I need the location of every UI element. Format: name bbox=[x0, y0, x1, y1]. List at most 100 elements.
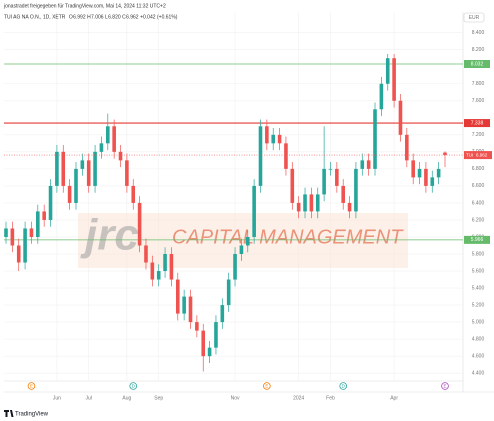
x-tick-label: Feb bbox=[326, 395, 335, 401]
candle-body bbox=[290, 168, 295, 203]
last-price-box bbox=[464, 151, 492, 160]
y-tick-label: 7.800 bbox=[472, 81, 485, 87]
candle-body bbox=[195, 322, 199, 331]
candle-body bbox=[277, 134, 282, 144]
candle-body bbox=[169, 254, 174, 280]
watermark-text: CAPITAL MANAGEMENT bbox=[172, 226, 404, 248]
y-tick-label: 8.200 bbox=[472, 47, 485, 53]
currency[interactable]: EUR bbox=[469, 15, 480, 21]
event-label: E bbox=[265, 383, 268, 388]
y-tick-label: 6.600 bbox=[472, 183, 485, 189]
candle-body bbox=[258, 126, 263, 186]
candle-body bbox=[417, 168, 422, 178]
candle-body bbox=[86, 160, 91, 186]
candle-body bbox=[373, 109, 377, 169]
change: +0.042 bbox=[140, 14, 156, 20]
last-price: 6.962 bbox=[476, 152, 488, 157]
candle-body bbox=[93, 151, 97, 186]
level-label-box bbox=[464, 235, 490, 244]
candle-body bbox=[144, 245, 148, 263]
candle-body bbox=[4, 228, 8, 237]
series-title: TUI AG NA O.N., 1D, XETR bbox=[4, 14, 66, 20]
candle-body bbox=[220, 305, 225, 323]
change-pct: (+0.61%) bbox=[157, 14, 178, 20]
candle-body bbox=[175, 279, 180, 314]
candle-body bbox=[131, 185, 136, 203]
candle-body bbox=[252, 185, 256, 237]
candle-body bbox=[366, 160, 371, 169]
candle-body bbox=[405, 134, 409, 161]
candle-body bbox=[188, 296, 193, 323]
candle-body bbox=[226, 279, 231, 306]
candle-body bbox=[48, 185, 53, 220]
y-tick-label: 4.600 bbox=[472, 353, 485, 359]
candle-body bbox=[80, 160, 85, 169]
candle-body bbox=[156, 271, 161, 280]
x-tick-label: Nov bbox=[231, 395, 240, 401]
candle-body bbox=[112, 126, 116, 152]
watermark-logo: jrc bbox=[80, 211, 139, 260]
event-label: D bbox=[342, 383, 346, 388]
candle-body bbox=[239, 245, 244, 255]
candle-body bbox=[436, 168, 441, 178]
candle-body bbox=[42, 211, 46, 220]
event-label: E bbox=[30, 383, 33, 388]
candle-body bbox=[16, 245, 21, 263]
y-tick-label: 6.200 bbox=[472, 217, 485, 223]
candle-body bbox=[105, 126, 110, 144]
candle-body bbox=[99, 143, 104, 152]
event-label: D bbox=[132, 383, 136, 388]
x-tick-label: Aug bbox=[122, 395, 131, 401]
event-icon bbox=[27, 382, 36, 390]
candle-body bbox=[309, 194, 314, 212]
candle-body bbox=[29, 228, 34, 237]
y-tick-label: 6.800 bbox=[472, 166, 485, 172]
watermark-band bbox=[78, 213, 408, 268]
ohlc-value: 7.006 bbox=[91, 14, 104, 20]
candle-body bbox=[411, 160, 415, 178]
x-tick-label: Jul bbox=[86, 395, 92, 401]
y-tick-label: 7.200 bbox=[472, 132, 485, 138]
currency-button[interactable] bbox=[463, 12, 485, 23]
candles bbox=[4, 53, 447, 372]
level-label-box bbox=[464, 119, 490, 128]
candle-body bbox=[214, 322, 218, 348]
candle-body bbox=[233, 254, 237, 280]
level-label: 7.338 bbox=[471, 120, 484, 126]
ohlc-key: H bbox=[87, 14, 91, 20]
candle-body bbox=[443, 152, 447, 156]
level-label: 5.966 bbox=[471, 237, 484, 243]
candle-body bbox=[328, 168, 333, 170]
candle-body bbox=[245, 236, 250, 246]
brand-logo bbox=[4, 410, 14, 417]
candle-body bbox=[150, 262, 155, 280]
ohlc-value: 6.962 bbox=[126, 14, 139, 20]
shared-by: jonastradet freigegeben für TradingView.… bbox=[3, 3, 166, 9]
candle-body bbox=[182, 296, 186, 314]
x-tick-label: Sep bbox=[154, 395, 163, 401]
y-tick-label: 4.800 bbox=[472, 336, 485, 342]
candle-body bbox=[67, 185, 72, 203]
event-icon bbox=[263, 382, 271, 390]
ohlc-key: O bbox=[69, 14, 73, 20]
candle-body bbox=[284, 143, 288, 169]
x-tick-label: Apr bbox=[390, 395, 398, 401]
candle-body bbox=[118, 151, 123, 161]
candle-body bbox=[55, 151, 59, 186]
y-tick-label: 5.600 bbox=[472, 268, 485, 274]
candle-body bbox=[398, 100, 403, 135]
x-tick-label: Jun bbox=[53, 395, 61, 401]
event-icon bbox=[129, 382, 138, 390]
candle-body bbox=[430, 177, 435, 186]
candle-body bbox=[354, 168, 358, 212]
candle-body bbox=[347, 202, 352, 212]
y-tick-label: 4.400 bbox=[472, 371, 485, 377]
event-icon bbox=[339, 382, 348, 390]
candle-body bbox=[322, 168, 326, 195]
candle-body bbox=[201, 330, 206, 357]
y-tick-label: 8.400 bbox=[472, 30, 485, 36]
candle-body bbox=[36, 211, 40, 237]
ohlc-value: 6.992 bbox=[73, 14, 86, 20]
